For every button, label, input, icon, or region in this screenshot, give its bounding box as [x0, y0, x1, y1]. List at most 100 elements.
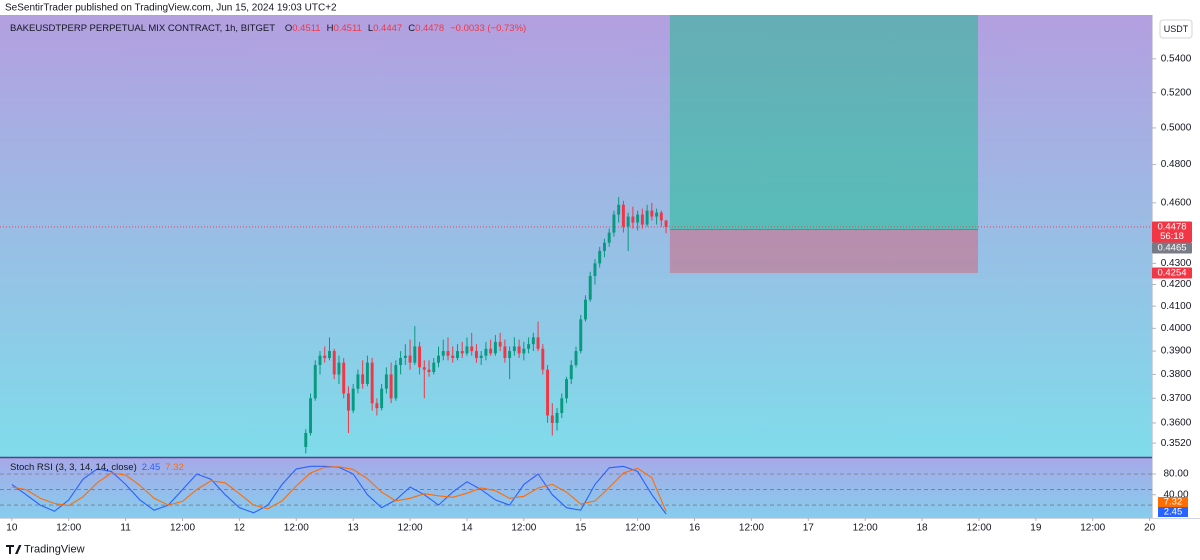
y-tick-label: 0.3900 [1161, 346, 1192, 357]
candle-body [621, 204, 625, 227]
candle-body [446, 351, 450, 356]
candle-body [456, 351, 459, 358]
currency: USDT [1164, 24, 1189, 34]
y-tick-label: 0.3600 [1161, 418, 1192, 429]
brand: TradingView [24, 543, 85, 555]
y-tick-label: 0.5000 [1161, 123, 1192, 134]
candle-body [309, 398, 312, 433]
publisher: SeSentirTrader published on TradingView.… [5, 3, 337, 14]
candle-body [342, 362, 346, 394]
legend-ohlc-label: H [327, 23, 334, 34]
stop-tag-box [1152, 267, 1192, 279]
x-tick-label: 12:00 [1080, 523, 1105, 534]
rsi-y-tick-label: 80.00 [1163, 469, 1188, 480]
rsi-pane [0, 458, 1152, 518]
candle-body [489, 348, 493, 354]
y-tick-label: 0.4800 [1161, 159, 1192, 170]
y-tick-label: 0.4000 [1161, 323, 1192, 334]
candle-body [659, 212, 663, 221]
candle-body [546, 369, 550, 416]
candle-body [351, 388, 355, 411]
candle-body [598, 250, 602, 264]
candle-body [517, 346, 521, 354]
last-price-tag: 0.4478 [1157, 221, 1186, 232]
candle-body [432, 362, 436, 373]
candle-body [370, 362, 374, 404]
candle-body [403, 355, 407, 358]
entry-tag-box [1152, 242, 1192, 254]
candle-body [527, 344, 531, 349]
candle-body [531, 337, 535, 345]
rsi-y-tick-label: 40.00 [1163, 489, 1188, 500]
candle-body [460, 351, 464, 354]
x-tick-label: 20 [1144, 523, 1156, 534]
candle-body [541, 348, 545, 370]
candle-body [413, 346, 417, 363]
currency-box[interactable] [1159, 19, 1193, 39]
x-tick-label: 15 [575, 523, 587, 534]
y-tick-label: 0.4200 [1161, 279, 1192, 290]
x-tick-label: 16 [689, 523, 701, 534]
rsi-value-tag-box [1158, 497, 1188, 507]
y-tick-label: 0.3700 [1161, 393, 1192, 404]
candle-body [389, 374, 393, 399]
x-tick-label: 12 [234, 523, 246, 534]
candle-body [593, 263, 597, 276]
x-tick-label: 12:00 [284, 523, 309, 534]
position-profit-zone [669, 15, 979, 230]
legend-ohlc-label: L [368, 23, 373, 34]
x-tick-label: 12:00 [739, 523, 764, 534]
x-tick-label: 11 [120, 523, 131, 534]
y-tick-label: 0.4600 [1161, 197, 1192, 208]
stop-tag: 0.4254 [1157, 268, 1186, 279]
candle-body [555, 413, 559, 423]
candle-body [380, 388, 384, 409]
candle-body [337, 362, 341, 375]
candle-body [375, 403, 379, 409]
x-tick-label: 18 [917, 523, 929, 534]
candle-body [607, 232, 611, 243]
candle-body [441, 351, 445, 356]
x-tick-label: 13 [348, 523, 360, 534]
candle-body [522, 348, 526, 354]
last-price-tag-box [1152, 221, 1192, 243]
candle-body [645, 210, 649, 225]
countdown: 56:18 [1160, 231, 1184, 242]
x-tick-label: 14 [461, 523, 473, 534]
x-tick-label: 12:00 [511, 523, 536, 534]
candle-body [493, 341, 497, 354]
candle-body [408, 355, 412, 363]
rsi-value-tag: 7.32 [1164, 497, 1183, 508]
candle-body [650, 210, 654, 217]
candle-body [313, 364, 317, 399]
candle-body [479, 355, 483, 358]
candle-body [399, 357, 403, 365]
y-tick-label: 0.5200 [1161, 87, 1192, 98]
y-tick-label: 0.3800 [1161, 369, 1192, 380]
candle-body [569, 364, 573, 380]
candle-body [318, 355, 322, 365]
candle-body [626, 216, 630, 227]
legend-ohlc-label: O [285, 23, 292, 34]
rsi-legend-value: 2.45 [142, 462, 161, 473]
candle-body [422, 367, 426, 370]
candle-body [384, 374, 388, 389]
x-tick-label: 12:00 [56, 523, 81, 534]
rsi-value-tag: 2.45 [1164, 507, 1183, 518]
brand-logo [6, 545, 22, 554]
legend-ohlc-value: 0.4511 [333, 23, 361, 34]
candle-body [612, 214, 616, 233]
candle-body [465, 346, 469, 354]
candle-body [437, 355, 440, 363]
x-tick-label: 12:00 [170, 523, 195, 534]
candle-body [394, 364, 398, 399]
candle-body [498, 341, 502, 347]
candle-body [584, 299, 587, 320]
x-tick-label: 12:00 [966, 523, 991, 534]
candle-body [418, 346, 422, 368]
candle-body [588, 275, 592, 300]
candle-body [636, 214, 640, 223]
candle-body [640, 214, 644, 225]
legend-ohlc-label: C [408, 23, 415, 34]
